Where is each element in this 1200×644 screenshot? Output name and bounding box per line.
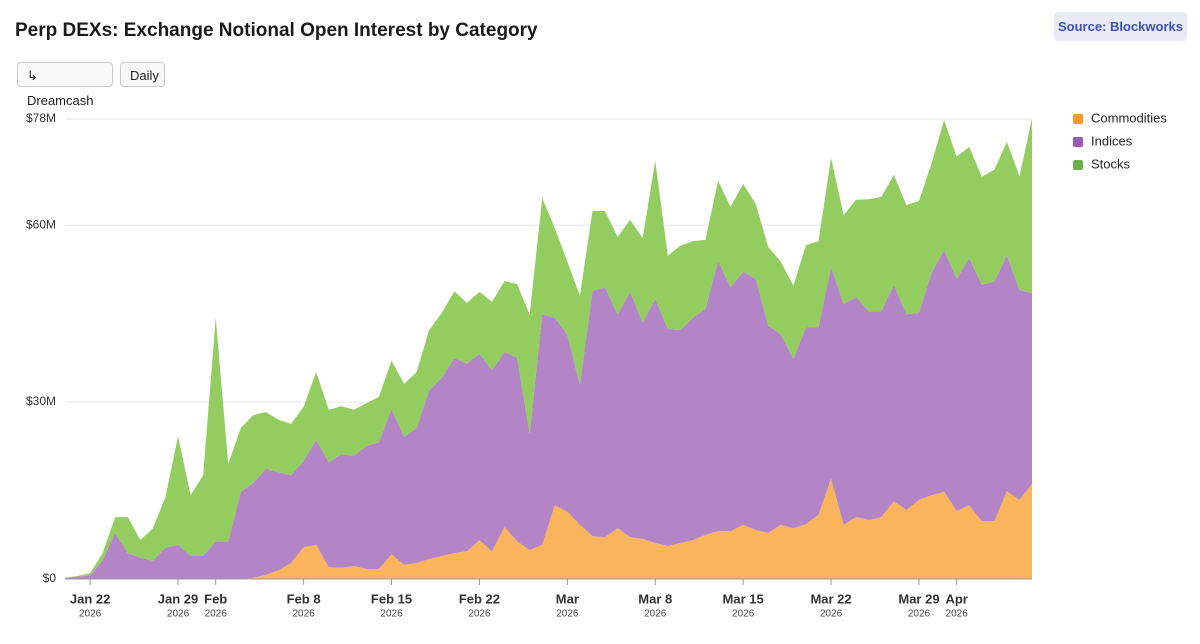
x-tick-year: 2026 — [205, 609, 228, 620]
x-tick-label: Mar 22 — [810, 591, 851, 606]
y-tick-label: $60M — [26, 217, 56, 231]
legend-label: Stocks — [1091, 156, 1131, 171]
x-tick-label: Jan 29 — [158, 591, 198, 606]
x-tick-year: 2026 — [167, 609, 190, 620]
y-tick-label: $78M — [26, 111, 56, 125]
area-2 — [65, 119, 1032, 578]
x-tick-label: Feb 22 — [459, 591, 500, 606]
legend-swatch — [1073, 137, 1083, 147]
x-tick-label: Mar 15 — [723, 591, 764, 606]
legend-swatch — [1073, 160, 1083, 170]
chart-title: Perp DEXs: Exchange Notional Open Intere… — [15, 20, 538, 41]
x-tick-label: Mar 29 — [898, 591, 939, 606]
x-tick-year: 2026 — [380, 609, 403, 620]
legend-swatch — [1073, 114, 1083, 124]
legend-label: Commodities — [1091, 110, 1167, 125]
x-tick-label: Mar 8 — [638, 591, 672, 606]
x-tick-label: Apr — [945, 591, 967, 606]
y-tick-label: $0 — [43, 571, 57, 585]
x-tick-label: Jan 22 — [70, 591, 110, 606]
x-tick-label: Feb 8 — [287, 591, 321, 606]
legend-label: Indices — [1091, 133, 1133, 148]
x-tick-year: 2026 — [644, 609, 667, 620]
y-tick-label: $30M — [26, 394, 56, 408]
x-tick-year: 2026 — [79, 609, 102, 620]
x-tick-year: 2026 — [292, 609, 315, 620]
x-tick-label: Feb — [204, 591, 227, 606]
x-tick-year: 2026 — [556, 609, 579, 620]
x-tick-year: 2026 — [732, 609, 755, 620]
x-tick-year: 2026 — [468, 609, 491, 620]
x-tick-year: 2026 — [820, 609, 843, 620]
platform-button[interactable]: ↳ Dreamcash — [17, 62, 113, 108]
x-tick-label: Feb 15 — [371, 591, 412, 606]
x-tick-label: Mar — [556, 591, 579, 606]
area-0 — [65, 478, 1032, 579]
source-badge[interactable]: Source: Blockworks — [1054, 12, 1187, 41]
x-tick-year: 2026 — [946, 609, 969, 620]
interval-button[interactable]: Daily — [120, 62, 165, 87]
x-tick-year: 2026 — [908, 609, 931, 620]
area-1 — [65, 249, 1032, 580]
